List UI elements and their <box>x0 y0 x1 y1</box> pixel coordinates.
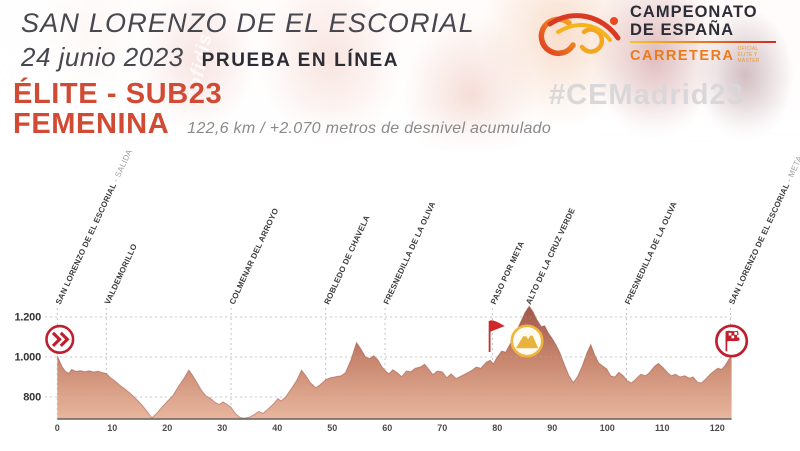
title-block: SAN LORENZO DE EL ESCORIAL 24 junio 2023… <box>21 8 475 73</box>
x-tick-label: 60 <box>382 423 392 433</box>
waypoint-label: SAN LORENZO DE EL ESCORIAL - SALIDA <box>54 150 134 306</box>
waypoint-label: SAN LORENZO DE EL ESCORIAL - META <box>727 154 800 306</box>
category-line2: FEMENINA <box>13 108 170 140</box>
logo-line3: CARRETERA <box>630 48 735 64</box>
y-tick-label: 1.200 <box>14 312 41 324</box>
page-title: SAN LORENZO DE EL ESCORIAL <box>21 8 475 38</box>
background-photo: cofidis <box>0 0 800 150</box>
elevation-profile-chart: 0 10 20 30 40 50 60 70 80 90 100 110 120 800 1.000 1.20… <box>14 150 800 433</box>
route-stats: 122,6 km / +2.070 metros de desnivel acu… <box>187 120 552 137</box>
profile-edge <box>56 305 733 419</box>
x-tick-label: 90 <box>547 423 557 433</box>
event-hashtag: #CEMadrid23 <box>549 79 744 111</box>
logo-divider <box>630 41 776 43</box>
federation-logo: CAMPEONATO DE ESPAÑA CARRETERA OFICIAL É… <box>528 3 776 64</box>
category-block: ÉLITE - SUB23 FEMENINA 122,6 km / +2.070… <box>13 79 551 139</box>
sprint-flag-icon <box>488 320 505 352</box>
race-type: PRUEBA EN LÍNEA <box>201 50 400 71</box>
logo-text: CAMPEONATO DE ESPAÑA CARRETERA OFICIAL É… <box>630 3 776 64</box>
waypoint-label: ALTO DE LA CRUZ VERDE <box>524 206 577 306</box>
start-badge <box>45 324 75 354</box>
waypoint-label: ROBLEDO DE CHAVELA <box>322 214 371 306</box>
x-tick-label: 10 <box>107 423 117 433</box>
x-tick-label: 80 <box>492 423 502 433</box>
category-line1: ÉLITE - SUB23 <box>13 78 223 110</box>
x-tick-label: 50 <box>327 423 337 433</box>
x-tick-label: 30 <box>217 423 227 433</box>
cyclist-swirl-icon <box>538 12 621 56</box>
y-tick-label: 1.000 <box>14 352 41 364</box>
double-chevron-icon <box>51 331 62 348</box>
x-tick-label: 20 <box>162 423 172 433</box>
double-chevron-icon <box>59 331 70 348</box>
waypoint-label: VALDEMORILLO <box>103 242 139 305</box>
event-date: 24 junio 2023 <box>21 42 184 72</box>
x-tick-label: 70 <box>437 423 447 433</box>
waypoint-label: PASO POR META <box>489 240 526 306</box>
x-tick-label: 110 <box>655 423 670 433</box>
logo-line1: CAMPEONATO <box>630 3 758 21</box>
mountain-summit-badge <box>510 324 544 358</box>
mountain-icon <box>515 333 539 349</box>
y-tick-label: 800 <box>23 392 41 404</box>
x-tick-label: 40 <box>272 423 282 433</box>
profile-area <box>57 306 732 419</box>
waypoint-label: COLMENAR DEL ARROYO <box>228 207 281 306</box>
logo-line2: DE ESPAÑA <box>630 21 735 39</box>
logo-small-text: OFICIAL ÉLITE Y MÁSTER <box>737 46 760 64</box>
waypoint-label: FRESNEDILLA DE LA OLIVA <box>382 200 438 306</box>
x-tick-label: 0 <box>55 423 60 433</box>
x-tick-label: 100 <box>600 423 615 433</box>
waypoint-label: FRESNEDILLA DE LA OLIVA <box>623 200 679 306</box>
x-tick-label: 120 <box>710 423 725 433</box>
finish-badge <box>715 324 749 358</box>
